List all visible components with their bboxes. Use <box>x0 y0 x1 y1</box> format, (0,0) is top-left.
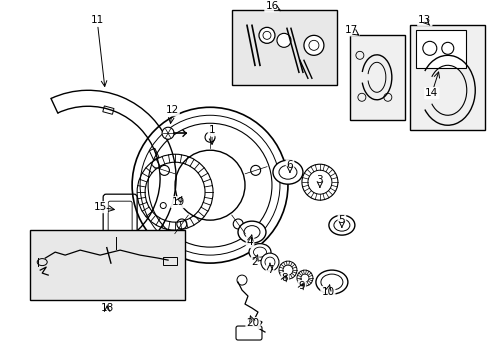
Text: 6: 6 <box>286 160 293 170</box>
Circle shape <box>204 132 215 142</box>
Circle shape <box>278 261 296 279</box>
Ellipse shape <box>315 270 347 294</box>
Text: 8: 8 <box>281 273 288 283</box>
Circle shape <box>441 42 453 54</box>
Circle shape <box>304 35 323 55</box>
Text: 10: 10 <box>321 287 334 297</box>
Text: 5: 5 <box>338 215 345 225</box>
Bar <box>349 35 404 120</box>
Circle shape <box>250 165 260 175</box>
Circle shape <box>162 127 174 139</box>
Text: 18: 18 <box>101 303 114 313</box>
Circle shape <box>159 165 169 175</box>
Ellipse shape <box>238 221 265 243</box>
Text: 2: 2 <box>251 257 258 267</box>
Circle shape <box>233 219 243 229</box>
Circle shape <box>296 270 312 286</box>
Text: 13: 13 <box>417 15 430 25</box>
Bar <box>409 25 484 130</box>
Circle shape <box>422 41 436 55</box>
Ellipse shape <box>272 160 303 184</box>
Bar <box>30 230 184 300</box>
Circle shape <box>261 253 278 271</box>
Bar <box>149 148 159 160</box>
Text: 15: 15 <box>93 202 106 212</box>
Bar <box>415 30 465 68</box>
Text: 19: 19 <box>171 197 184 207</box>
Bar <box>163 257 177 265</box>
Text: 1: 1 <box>208 125 215 135</box>
Text: 11: 11 <box>90 15 103 25</box>
Text: 12: 12 <box>165 105 178 115</box>
Text: 20: 20 <box>246 318 259 328</box>
Ellipse shape <box>328 215 354 235</box>
Ellipse shape <box>248 244 270 261</box>
Circle shape <box>276 33 290 47</box>
Circle shape <box>259 27 274 43</box>
Bar <box>231 10 336 85</box>
Text: 4: 4 <box>246 237 253 247</box>
Text: 3: 3 <box>316 175 323 185</box>
Text: 17: 17 <box>345 25 358 35</box>
Text: 9: 9 <box>298 281 305 291</box>
Text: 16: 16 <box>265 1 278 12</box>
Circle shape <box>301 164 337 200</box>
Text: 14: 14 <box>424 88 438 98</box>
Bar <box>102 106 114 114</box>
Circle shape <box>177 219 186 229</box>
Text: 7: 7 <box>266 265 273 275</box>
